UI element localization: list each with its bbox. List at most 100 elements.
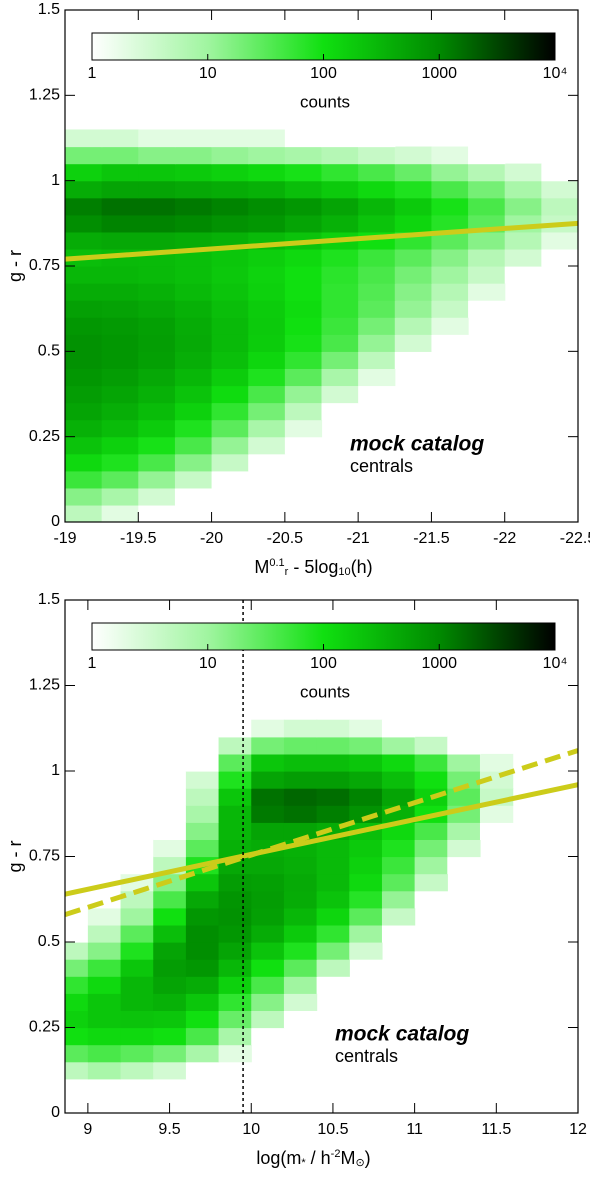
cell xyxy=(65,231,103,250)
cell xyxy=(248,436,286,455)
cell xyxy=(153,1061,187,1080)
colorbar-tick-label: 10⁴ xyxy=(543,655,568,672)
cell xyxy=(87,1061,122,1080)
cell xyxy=(101,214,139,233)
cell xyxy=(65,385,103,404)
cell xyxy=(153,1044,187,1063)
colorbar-tick-label: 1000 xyxy=(421,65,457,82)
colorbar-label: counts xyxy=(300,682,350,701)
cell xyxy=(321,266,359,284)
colorbar-tick-label: 1 xyxy=(88,655,97,672)
cell xyxy=(65,300,103,318)
annotation: centrals xyxy=(350,456,413,476)
x-label-part: ) xyxy=(365,1148,371,1168)
cell xyxy=(321,385,359,404)
cell xyxy=(431,146,469,165)
cell xyxy=(468,163,506,182)
cell xyxy=(185,942,220,960)
cell xyxy=(381,788,416,806)
cell xyxy=(251,1027,285,1046)
cell xyxy=(120,856,154,875)
cell xyxy=(349,890,383,909)
cell xyxy=(138,368,176,387)
cell xyxy=(321,214,359,233)
cell xyxy=(321,163,359,182)
colorbar-tick-label: 1 xyxy=(88,65,97,82)
x-tick-label: 11.5 xyxy=(481,1121,511,1138)
y-tick-label: 1.25 xyxy=(29,677,60,694)
cell xyxy=(218,873,252,892)
cell xyxy=(414,873,448,892)
cell xyxy=(447,839,481,858)
cell xyxy=(284,197,323,216)
cell xyxy=(251,890,285,909)
cell xyxy=(153,993,187,1011)
cell xyxy=(138,470,176,489)
cell xyxy=(248,351,286,369)
cell xyxy=(504,180,542,199)
cell xyxy=(447,788,481,806)
cell xyxy=(174,266,213,284)
cell xyxy=(394,163,433,182)
y-tick-label: 0.75 xyxy=(29,848,60,865)
cell xyxy=(174,487,213,506)
cell xyxy=(87,1010,122,1029)
cell xyxy=(504,163,542,182)
cell xyxy=(101,436,139,455)
cell xyxy=(65,504,103,522)
cell xyxy=(251,1010,285,1029)
cell xyxy=(101,163,139,182)
cell xyxy=(218,976,252,994)
cell xyxy=(211,419,249,438)
cell xyxy=(358,180,396,199)
cell xyxy=(218,924,252,943)
y-tick-label: 1.5 xyxy=(38,1,60,18)
cell xyxy=(65,1027,89,1046)
x-tick-label: -22.5 xyxy=(560,530,590,547)
cell xyxy=(120,1027,154,1046)
cell xyxy=(283,788,318,806)
x-tick-label: -19.5 xyxy=(120,530,157,547)
fit-line xyxy=(65,220,578,262)
cell xyxy=(138,385,176,404)
y-axis-label: g - r xyxy=(5,250,25,282)
cell xyxy=(138,334,176,352)
y-tick-label: 1 xyxy=(51,762,60,779)
cell xyxy=(283,1010,318,1029)
cell xyxy=(479,805,514,823)
cell xyxy=(447,736,481,755)
cell xyxy=(138,419,176,438)
cell xyxy=(218,1044,252,1063)
cell xyxy=(381,771,416,789)
cell xyxy=(211,300,249,318)
cell xyxy=(431,214,469,233)
cell xyxy=(120,924,154,943)
cell xyxy=(174,351,213,369)
cell xyxy=(316,907,350,926)
cell xyxy=(101,385,139,404)
cell xyxy=(138,197,176,216)
cell xyxy=(65,419,103,438)
cell xyxy=(248,419,286,438)
cell xyxy=(284,163,323,182)
cell xyxy=(248,334,286,352)
cell xyxy=(316,873,350,892)
cell xyxy=(65,163,103,182)
cell xyxy=(316,839,350,858)
cell xyxy=(174,300,213,318)
cell xyxy=(349,719,383,738)
cell xyxy=(541,163,578,182)
cell xyxy=(447,771,481,789)
y-tick-label: 0.75 xyxy=(29,257,60,274)
cell xyxy=(251,805,285,823)
cell xyxy=(248,214,286,233)
cell xyxy=(218,753,252,772)
cell xyxy=(218,890,252,909)
cell xyxy=(283,822,318,840)
cell xyxy=(218,788,252,806)
cell xyxy=(248,129,286,148)
cell xyxy=(381,873,416,892)
cell xyxy=(468,146,506,165)
cell xyxy=(65,1044,89,1063)
cell xyxy=(101,180,139,199)
